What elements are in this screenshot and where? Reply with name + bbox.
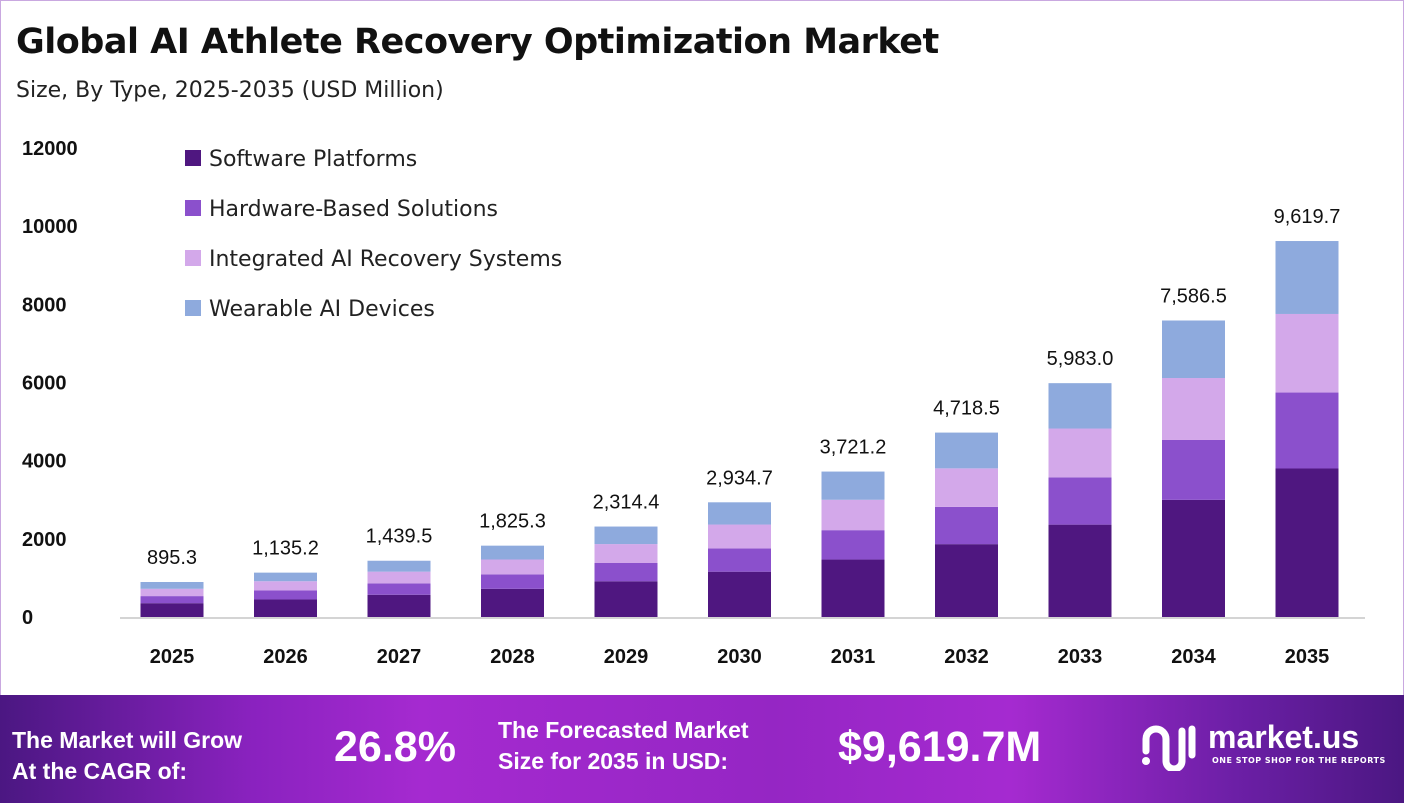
- bar-segment-hardware-based-solutions-2027: [367, 583, 431, 595]
- bar-segment-integrated-ai-recovery-systems-2035: [1275, 313, 1339, 393]
- legend-swatch: [185, 300, 201, 316]
- chart-title: Global AI Athlete Recovery Optimization …: [16, 22, 939, 62]
- total-label-2034: 7,586.5: [1160, 285, 1227, 307]
- y-tick-label: 4000: [22, 451, 67, 473]
- forecast-label-line1: The Forecasted Market: [498, 717, 749, 743]
- legend-label: Software Platforms: [209, 147, 417, 172]
- bar-segment-integrated-ai-recovery-systems-2025: [140, 588, 204, 597]
- bar-segment-integrated-ai-recovery-systems-2030: [708, 524, 771, 549]
- legend-swatch: [185, 250, 201, 266]
- bar-segment-wearable-ai-devices-2033: [1048, 383, 1112, 429]
- bar-segment-hardware-based-solutions-2029: [594, 562, 658, 582]
- bar-segment-wearable-ai-devices-2035: [1275, 241, 1339, 314]
- x-tick-label: 2033: [1058, 646, 1103, 668]
- total-label-2035: 9,619.7: [1274, 206, 1341, 228]
- y-tick-label: 8000: [22, 294, 67, 316]
- bar-segment-integrated-ai-recovery-systems-2034: [1162, 378, 1225, 440]
- total-label-2026: 1,135.2: [252, 538, 319, 560]
- legend-swatch: [185, 150, 201, 166]
- legend-label: Integrated AI Recovery Systems: [209, 247, 562, 272]
- forecast-value: $9,619.7M: [838, 723, 1042, 771]
- logo-tagline: ONE STOP SHOP FOR THE REPORTS: [1212, 756, 1386, 765]
- legend-label: Hardware-Based Solutions: [209, 197, 498, 222]
- bar-segment-hardware-based-solutions-2035: [1275, 392, 1339, 469]
- y-tick-label: 6000: [22, 373, 67, 395]
- bar-segment-wearable-ai-devices-2026: [254, 572, 317, 582]
- x-tick-label: 2026: [263, 646, 308, 668]
- bar-segment-hardware-based-solutions-2034: [1162, 439, 1225, 500]
- bar-segment-wearable-ai-devices-2027: [367, 560, 431, 572]
- cagr-label-line2: At the CAGR of:: [12, 758, 188, 784]
- bar-segment-software-platforms-2033: [1048, 524, 1112, 617]
- bar-segment-integrated-ai-recovery-systems-2032: [935, 468, 998, 507]
- x-tick-label: 2029: [604, 646, 649, 668]
- x-tick-label: 2027: [377, 646, 422, 668]
- x-tick-label: 2034: [1171, 646, 1216, 668]
- cagr-label-line1: The Market will Grow: [12, 727, 243, 753]
- bar-segment-hardware-based-solutions-2033: [1048, 477, 1112, 525]
- total-label-2025: 895.3: [147, 547, 197, 569]
- footer-banner: The Market will Grow At the CAGR of: 26.…: [0, 695, 1404, 803]
- bar-segment-software-platforms-2027: [367, 594, 431, 617]
- bar-segment-wearable-ai-devices-2030: [708, 502, 771, 525]
- y-tick-label: 10000: [22, 216, 78, 238]
- x-tick-label: 2025: [150, 646, 195, 668]
- total-label-2028: 1,825.3: [479, 511, 546, 533]
- bar-segment-hardware-based-solutions-2032: [935, 506, 998, 545]
- bar-segment-software-platforms-2026: [254, 599, 317, 617]
- bar-segment-integrated-ai-recovery-systems-2029: [594, 544, 658, 563]
- market-us-logo: market.us ONE STOP SHOP FOR THE REPORTS: [1140, 719, 1385, 775]
- bar-segment-wearable-ai-devices-2031: [821, 471, 885, 500]
- total-label-2033: 5,983.0: [1047, 348, 1114, 370]
- x-tick-label: 2032: [944, 646, 989, 668]
- bar-segment-integrated-ai-recovery-systems-2027: [367, 571, 431, 584]
- cagr-label: The Market will Grow At the CAGR of:: [12, 725, 242, 787]
- bar-segment-integrated-ai-recovery-systems-2031: [821, 499, 885, 531]
- forecast-label: The Forecasted Market Size for 2035 in U…: [498, 715, 749, 777]
- bar-segment-hardware-based-solutions-2028: [481, 574, 544, 589]
- forecast-label-line2: Size for 2035 in USD:: [498, 748, 729, 774]
- total-label-2032: 4,718.5: [933, 398, 1000, 420]
- logo-name: market.us: [1208, 719, 1360, 755]
- legend-swatch: [185, 200, 201, 216]
- logo-mark-icon: [1142, 725, 1196, 773]
- x-tick-label: 2031: [831, 646, 876, 668]
- bar-segment-software-platforms-2025: [140, 603, 204, 617]
- x-tick-label: 2028: [490, 646, 535, 668]
- total-label-2029: 2,314.4: [593, 492, 660, 514]
- bar-segment-software-platforms-2030: [708, 571, 771, 617]
- bar-segment-hardware-based-solutions-2026: [254, 590, 317, 600]
- bar-segment-hardware-based-solutions-2031: [821, 530, 885, 560]
- bar-segment-wearable-ai-devices-2025: [140, 582, 204, 589]
- bar-segment-wearable-ai-devices-2032: [935, 432, 998, 469]
- bar-segment-wearable-ai-devices-2034: [1162, 320, 1225, 379]
- total-label-2030: 2,934.7: [706, 467, 773, 489]
- total-label-2031: 3,721.2: [820, 437, 887, 459]
- bar-segment-software-platforms-2034: [1162, 499, 1225, 617]
- y-tick-label: 0: [22, 607, 33, 629]
- bar-segment-integrated-ai-recovery-systems-2026: [254, 581, 317, 591]
- bar-segment-wearable-ai-devices-2029: [594, 526, 658, 545]
- cagr-value: 26.8%: [334, 723, 456, 771]
- bar-segment-software-platforms-2029: [594, 581, 658, 617]
- bar-segment-software-platforms-2035: [1275, 468, 1339, 617]
- bar-segment-software-platforms-2031: [821, 559, 885, 617]
- bar-segment-software-platforms-2028: [481, 588, 544, 617]
- legend-label: Wearable AI Devices: [209, 297, 435, 322]
- bar-segment-hardware-based-solutions-2025: [140, 596, 204, 604]
- x-tick-label: 2035: [1285, 646, 1330, 668]
- bar-segment-software-platforms-2032: [935, 544, 998, 617]
- stacked-bar-chart: 0 2000 4000 6000 8000 10000 12000 895.3 2025 1,13…: [22, 138, 1365, 668]
- bar-segment-hardware-based-solutions-2030: [708, 548, 771, 572]
- bar-segment-integrated-ai-recovery-systems-2033: [1048, 428, 1112, 478]
- total-label-2027: 1,439.5: [366, 526, 433, 548]
- y-tick-label: 2000: [22, 529, 67, 551]
- bar-segment-wearable-ai-devices-2028: [481, 545, 544, 560]
- chart-subtitle: Size, By Type, 2025-2035 (USD Million): [16, 78, 444, 103]
- y-tick-label: 12000: [22, 138, 78, 160]
- x-tick-label: 2030: [717, 646, 762, 668]
- bar-segment-integrated-ai-recovery-systems-2028: [481, 559, 544, 575]
